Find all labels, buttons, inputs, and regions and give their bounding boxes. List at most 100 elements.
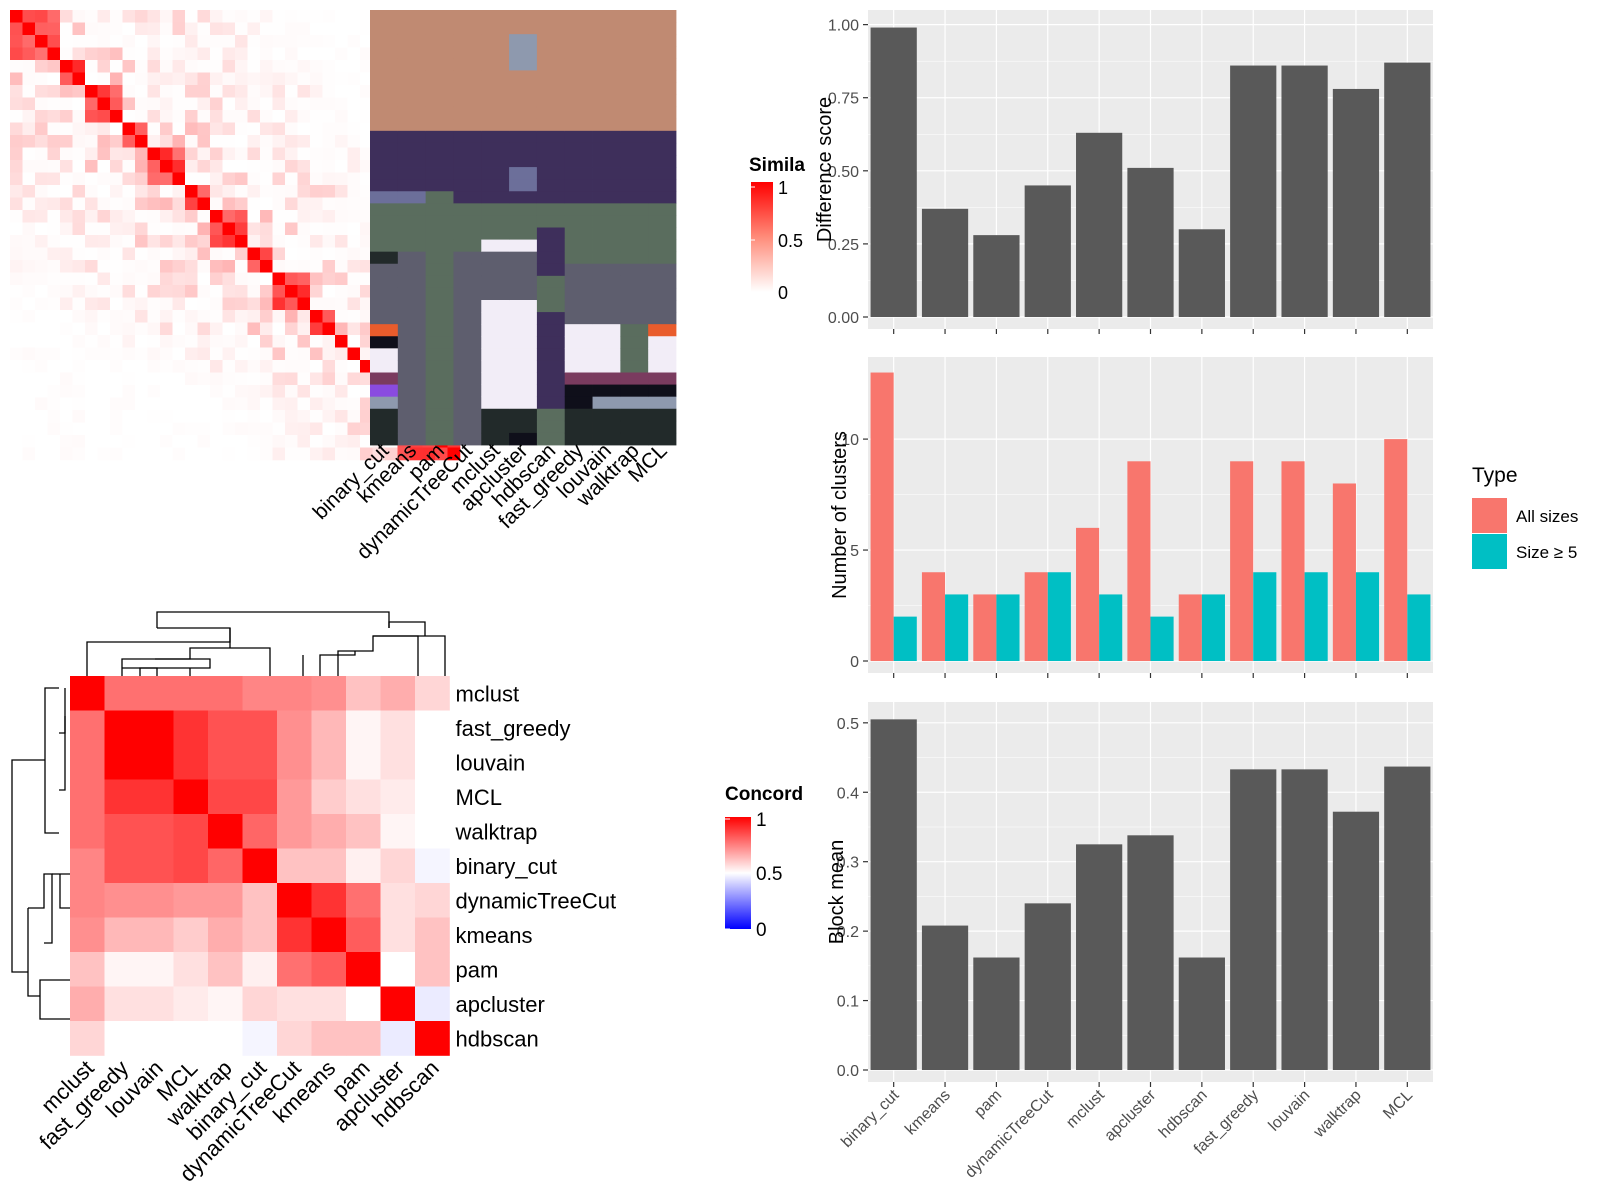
similarity-cell bbox=[272, 110, 286, 123]
similarity-cell bbox=[172, 397, 186, 411]
similarity-cell bbox=[122, 35, 136, 48]
similarity-cell bbox=[247, 185, 261, 198]
similarity-cell bbox=[85, 22, 98, 36]
similarity-cell bbox=[247, 372, 261, 386]
cluster-annotation-cell bbox=[592, 10, 621, 23]
bar-size-ge-5 bbox=[1201, 594, 1225, 661]
similarity-cell bbox=[85, 172, 98, 186]
similarity-cell bbox=[85, 235, 98, 248]
similarity-legend-title: Simila bbox=[749, 155, 805, 176]
cluster-annotation-cell bbox=[397, 46, 427, 59]
similarity-cell bbox=[322, 410, 336, 423]
similarity-cell bbox=[310, 360, 323, 373]
similarity-cell bbox=[310, 85, 323, 98]
similarity-cell bbox=[197, 10, 211, 23]
similarity-cell bbox=[222, 322, 236, 336]
similarity-cell bbox=[85, 35, 98, 48]
cluster-annotation-cell bbox=[453, 179, 482, 192]
similarity-cell bbox=[210, 222, 223, 236]
similarity-cell bbox=[110, 222, 123, 236]
similarity-cell bbox=[260, 435, 273, 448]
cluster-annotation-cell bbox=[620, 336, 649, 349]
similarity-cell bbox=[235, 322, 248, 336]
similarity-cell bbox=[247, 147, 261, 161]
cluster-annotation-cell bbox=[564, 70, 593, 83]
similarity-cell bbox=[272, 160, 286, 173]
concordance-cell bbox=[208, 848, 243, 884]
cluster-annotation-cell bbox=[564, 300, 593, 313]
concordance-cell bbox=[415, 676, 450, 711]
cluster-annotation-cell bbox=[620, 396, 649, 410]
similarity-cell bbox=[160, 135, 173, 148]
similarity-cell bbox=[185, 272, 198, 286]
y-tick-label: 0.4 bbox=[837, 785, 859, 802]
cluster-annotation-cell bbox=[564, 408, 593, 422]
similarity-cell bbox=[122, 122, 136, 136]
similarity-cell bbox=[222, 47, 236, 61]
similarity-cell bbox=[72, 435, 86, 448]
similarity-cell bbox=[322, 172, 336, 186]
cluster-annotation-cell bbox=[536, 227, 566, 240]
similarity-cell bbox=[347, 60, 361, 73]
similarity-cell bbox=[135, 372, 148, 386]
similarity-cell bbox=[135, 147, 148, 161]
similarity-cell bbox=[247, 322, 261, 336]
cluster-annotation-cell bbox=[397, 106, 427, 120]
similarity-cell bbox=[222, 372, 236, 386]
similarity-cell bbox=[35, 185, 48, 198]
similarity-cell bbox=[72, 247, 86, 261]
concordance-cell bbox=[311, 814, 347, 849]
similarity-cell bbox=[22, 72, 36, 86]
cluster-annotation-cell bbox=[425, 275, 454, 289]
similarity-cell bbox=[347, 447, 361, 461]
similarity-cell bbox=[310, 135, 323, 148]
cluster-annotation-cell bbox=[564, 348, 593, 361]
concordance-cell bbox=[380, 710, 416, 746]
cluster-annotation-cell bbox=[620, 251, 649, 265]
similarity-cell bbox=[260, 22, 273, 36]
cluster-annotation-cell bbox=[648, 432, 677, 446]
similarity-cell bbox=[22, 22, 36, 36]
cluster-annotation-cell bbox=[620, 167, 649, 180]
cluster-annotation-cell bbox=[592, 130, 621, 144]
similarity-cell bbox=[310, 297, 323, 311]
concordance-cell bbox=[139, 676, 174, 711]
similarity-cell bbox=[22, 422, 36, 436]
similarity-cell bbox=[297, 222, 311, 236]
similarity-cell bbox=[110, 47, 123, 61]
concordance-cell bbox=[104, 1021, 140, 1056]
similarity-cell bbox=[310, 260, 323, 273]
cluster-annotation-cell bbox=[620, 420, 649, 434]
similarity-cell bbox=[72, 185, 86, 198]
similarity-cell bbox=[347, 160, 361, 173]
cluster-annotation-cell bbox=[648, 10, 677, 23]
similarity-cell bbox=[110, 85, 123, 98]
similarity-cell bbox=[60, 447, 73, 461]
similarity-cell bbox=[335, 347, 348, 361]
similarity-cell bbox=[122, 322, 136, 336]
similarity-cell bbox=[335, 335, 348, 348]
concordance-cell bbox=[104, 917, 140, 953]
bar-all-sizes bbox=[973, 594, 997, 661]
similarity-cell bbox=[247, 197, 261, 211]
similarity-cell bbox=[185, 260, 198, 273]
cluster-annotation-cell bbox=[397, 58, 427, 71]
similarity-cell bbox=[60, 60, 73, 73]
similarity-cell bbox=[22, 47, 36, 61]
similarity-cell bbox=[60, 435, 73, 448]
similarity-cell bbox=[272, 435, 286, 448]
similarity-cell bbox=[335, 135, 348, 148]
similarity-cell bbox=[135, 285, 148, 298]
similarity-cell bbox=[72, 422, 86, 436]
similarity-cell bbox=[297, 72, 311, 86]
similarity-cell bbox=[285, 85, 298, 98]
similarity-cell bbox=[60, 235, 73, 248]
similarity-cell bbox=[22, 10, 36, 23]
concordance-cell bbox=[242, 814, 278, 849]
similarity-cell bbox=[310, 210, 323, 223]
similarity-cell bbox=[147, 435, 161, 448]
similarity-cell bbox=[322, 147, 336, 161]
similarity-cell bbox=[135, 135, 148, 148]
similarity-cell bbox=[35, 72, 48, 86]
